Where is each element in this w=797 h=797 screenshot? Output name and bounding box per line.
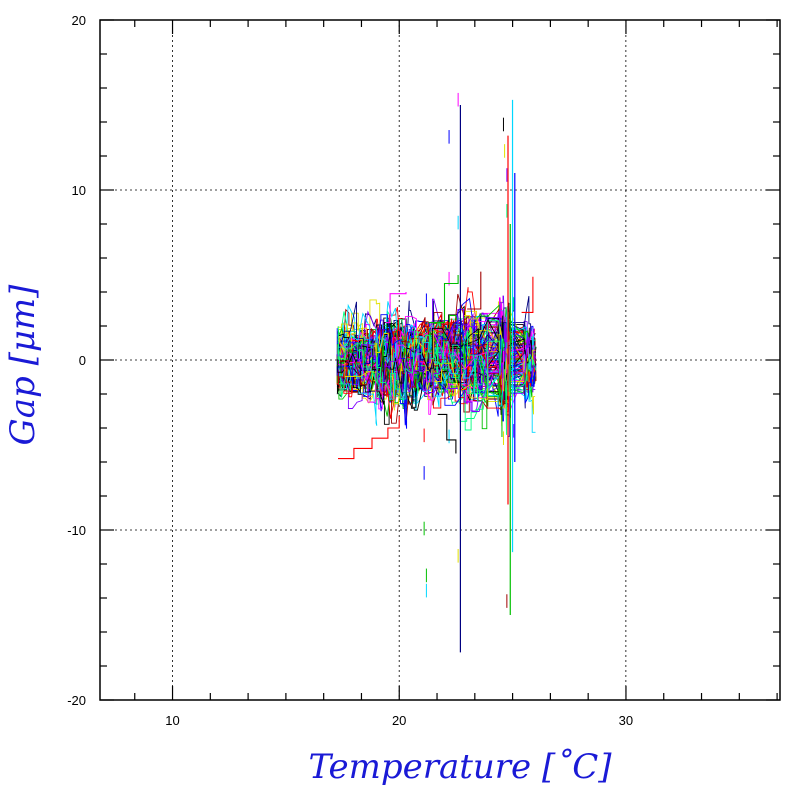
data-series-group <box>336 92 537 608</box>
data-step-line <box>467 271 482 310</box>
y-tick-label: 0 <box>79 353 86 368</box>
data-step-line <box>338 416 400 460</box>
y-tick-label: -20 <box>67 693 86 708</box>
y-axis-title: Gap [μm] <box>3 284 43 446</box>
tick-labels: 10 20 30 -20 -10 0 10 20 <box>67 13 633 728</box>
x-tick-label: 30 <box>619 713 633 728</box>
data-step-line <box>385 292 407 324</box>
data-series-line <box>337 318 536 405</box>
x-tick-label: 10 <box>165 713 179 728</box>
y-tick-label: -10 <box>67 523 86 538</box>
data-series-line <box>337 326 537 435</box>
data-feature-group <box>338 99 534 653</box>
data-step-line <box>428 275 459 324</box>
x-tick-label: 20 <box>392 713 406 728</box>
y-tick-label: 20 <box>72 13 86 28</box>
data-step-line <box>521 276 534 313</box>
axis-ticks <box>100 19 780 701</box>
x-axis-title: Temperature [˚C] <box>308 747 612 787</box>
y-tick-label: 10 <box>72 183 86 198</box>
data-step-line <box>437 413 457 454</box>
